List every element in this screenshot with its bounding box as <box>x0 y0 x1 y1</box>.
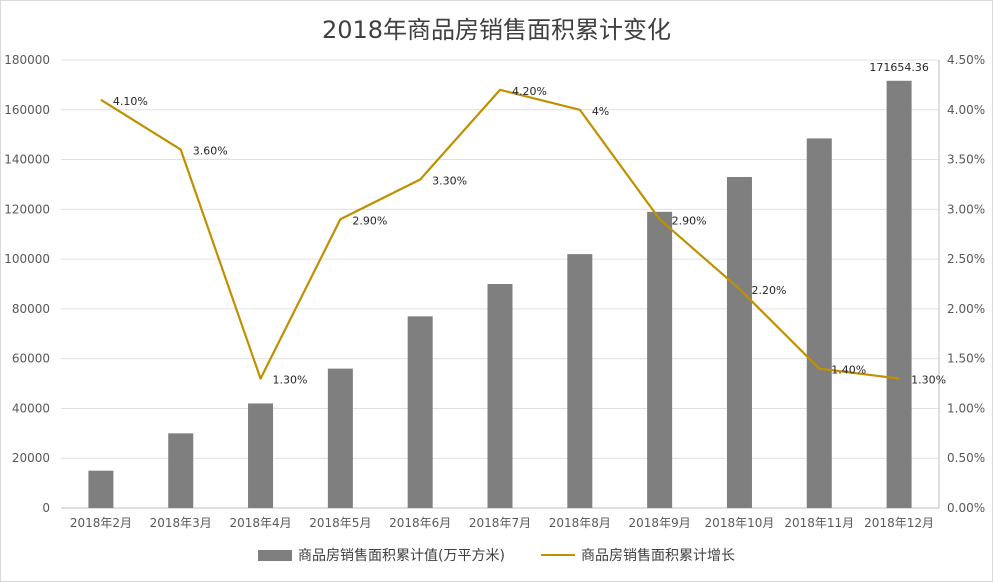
bar <box>726 176 752 508</box>
legend-swatch-bar <box>258 549 293 561</box>
left-tick-label: 140000 <box>4 153 50 167</box>
left-tick-label: 60000 <box>12 352 50 366</box>
bar <box>487 284 513 508</box>
line-data-label: 2.90% <box>672 214 707 227</box>
x-tick-label: 2018年9月 <box>629 516 691 530</box>
legend-label-bar: 商品房销售面积累计值(万平方米) <box>298 548 505 564</box>
bar <box>88 470 114 508</box>
bar <box>248 403 274 508</box>
left-axis-ticks: 0 20000 40000 60000 80000 100000 120000 140000 1… <box>4 53 50 515</box>
x-tick-label: 2018年5月 <box>309 516 371 530</box>
right-axis-ticks: 0.00% 0.50% 1.00% 1.50% 2.00% 2.50% 3.00% 3.50%… <box>947 53 985 515</box>
line-series <box>100 88 900 380</box>
bar <box>886 80 912 509</box>
legend-item-line[interactable]: 商品房销售面积累计增长 <box>540 545 735 565</box>
line-data-label: 3.30% <box>432 174 467 187</box>
x-tick-label: 2018年11月 <box>784 516 854 530</box>
right-tick-label: 3.00% <box>947 202 985 216</box>
bar-data-label: 171654.36 <box>869 61 929 74</box>
line-data-label: 4% <box>592 105 609 118</box>
bar <box>567 254 593 508</box>
x-tick-label: 2018年6月 <box>389 516 451 530</box>
x-tick-label: 2018年10月 <box>705 516 775 530</box>
left-tick-label: 20000 <box>12 451 50 465</box>
right-tick-label: 0.50% <box>947 451 985 465</box>
line-data-label: 1.30% <box>911 374 946 387</box>
left-tick-label: 80000 <box>12 302 50 316</box>
x-tick-label: 2018年12月 <box>864 516 934 530</box>
line-data-label: 1.30% <box>273 374 308 387</box>
line-data-label: 1.40% <box>831 364 866 377</box>
legend-swatch-line <box>540 554 575 556</box>
x-tick-label: 2018年3月 <box>150 516 212 530</box>
x-tick-label: 2018年7月 <box>469 516 531 530</box>
line-data-label: 4.20% <box>512 85 547 98</box>
right-tick-label: 2.00% <box>947 302 985 316</box>
right-tick-label: 0.00% <box>947 501 985 515</box>
x-axis-labels: 2018年2月 2018年3月 2018年4月 2018年5月 2018年6月 2018年… <box>70 516 934 530</box>
line-data-label: 2.90% <box>352 214 387 227</box>
chart-title: 2018年商品房销售面积累计变化 <box>321 16 672 44</box>
bar <box>407 316 433 508</box>
legend-label-line: 商品房销售面积累计增长 <box>580 548 735 564</box>
right-tick-label: 2.50% <box>947 252 985 266</box>
legend: 商品房销售面积累计值(万平方米) 商品房销售面积累计增长 <box>0 545 993 565</box>
bar <box>647 211 673 509</box>
legend-item-bar[interactable]: 商品房销售面积累计值(万平方米) <box>258 545 505 565</box>
left-tick-label: 120000 <box>4 202 50 216</box>
left-tick-label: 0 <box>42 501 50 515</box>
right-tick-label: 1.50% <box>947 352 985 366</box>
left-tick-label: 160000 <box>4 103 50 117</box>
x-tick-label: 2018年8月 <box>549 516 611 530</box>
left-tick-label: 100000 <box>4 252 50 266</box>
left-tick-label: 40000 <box>12 401 50 415</box>
growth-line <box>100 88 900 380</box>
right-tick-label: 4.50% <box>947 53 985 67</box>
bar-series <box>88 80 912 509</box>
right-tick-label: 1.00% <box>947 401 985 415</box>
bar <box>327 368 353 508</box>
line-data-label: 2.20% <box>751 284 786 297</box>
x-tick-label: 2018年2月 <box>70 516 132 530</box>
right-tick-label: 4.00% <box>947 103 985 117</box>
data-labels: 4.10% 3.60% 1.30% 2.90% 3.30% 4.20% 4% 2.90% 2.2… <box>113 61 946 387</box>
left-tick-label: 180000 <box>4 53 50 67</box>
bar <box>168 433 194 508</box>
x-tick-label: 2018年4月 <box>229 516 291 530</box>
line-data-label: 4.10% <box>113 95 148 108</box>
line-data-label: 3.60% <box>193 145 228 158</box>
bar <box>806 138 832 508</box>
right-tick-label: 3.50% <box>947 153 985 167</box>
